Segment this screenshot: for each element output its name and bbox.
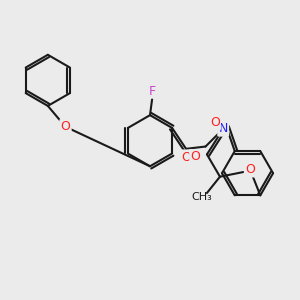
Text: CH₃: CH₃ [191,192,212,202]
Text: O: O [245,163,255,176]
Text: O: O [190,150,200,163]
Text: O: O [210,116,220,129]
Text: O: O [181,151,191,164]
Text: F: F [149,85,156,98]
Text: N: N [218,122,228,135]
Text: O: O [61,120,70,133]
